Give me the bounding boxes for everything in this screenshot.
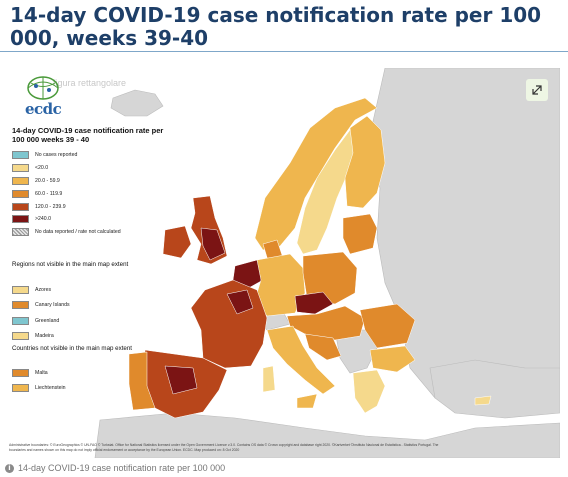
legend-swatch bbox=[12, 202, 29, 211]
map-figure: figura rettangolare ecdc 14-day COVID-19… bbox=[5, 68, 560, 458]
legend-swatch bbox=[12, 164, 29, 173]
legend-swatch bbox=[12, 215, 29, 224]
region-norway bbox=[254, 97, 378, 251]
regions-heading: Regions not visible in the main map exte… bbox=[12, 261, 129, 268]
regions-legend: Azores Canary Islands Greenland Madeira bbox=[12, 282, 70, 344]
region-cyprus bbox=[474, 395, 492, 406]
region-sicily bbox=[296, 393, 318, 409]
legend-item: No cases reported bbox=[12, 149, 172, 162]
region-bulgaria bbox=[369, 345, 416, 373]
title-divider bbox=[0, 51, 568, 52]
region-greece bbox=[352, 369, 386, 414]
region-finland bbox=[344, 115, 386, 209]
region-portugal bbox=[128, 351, 156, 411]
map-attribution: Administrative boundaries: © EuroGeograp… bbox=[9, 443, 439, 452]
info-icon[interactable]: i bbox=[5, 463, 14, 473]
legend-swatch bbox=[12, 176, 29, 185]
legend-swatch bbox=[12, 316, 29, 325]
legend-item: Liechtenstein bbox=[12, 381, 66, 397]
expand-icon bbox=[532, 85, 542, 95]
page-title: 14-day COVID-19 case notification rate p… bbox=[10, 3, 542, 50]
map-legend: 14-day COVID-19 case notification rate p… bbox=[12, 126, 172, 239]
region-france-paris bbox=[226, 289, 254, 315]
figure-caption: i 14-day COVID-19 case notification rate… bbox=[5, 461, 225, 475]
logo-text: ecdc bbox=[25, 100, 62, 118]
legend-item: Canary Islands bbox=[12, 298, 70, 314]
expand-button[interactable] bbox=[526, 79, 548, 101]
legend-swatch bbox=[12, 151, 29, 160]
legend-item: 60.0 - 119.9 bbox=[12, 187, 172, 200]
region-italy bbox=[266, 325, 336, 395]
region-czechia bbox=[294, 291, 334, 315]
legend-swatch-hatched bbox=[12, 228, 29, 237]
legend-title: 14-day COVID-19 case notification rate p… bbox=[12, 126, 164, 144]
region-germany bbox=[254, 253, 306, 317]
legend-swatch bbox=[12, 368, 29, 377]
land-africa bbox=[94, 412, 560, 458]
legend-item: No data reported / rate not calculated bbox=[12, 226, 172, 239]
region-uk-north bbox=[200, 227, 226, 261]
legend-swatch bbox=[12, 301, 29, 310]
legend-swatch bbox=[12, 384, 29, 393]
region-benelux bbox=[232, 259, 264, 291]
legend-item: Madeira bbox=[12, 329, 70, 345]
countries-heading: Countries not visible in the main map ex… bbox=[12, 345, 133, 352]
ghost-caption: figura rettangolare bbox=[53, 78, 127, 88]
legend-item: Azores bbox=[12, 282, 70, 298]
legend-rate-classes: No cases reported <20.0 20.0 - 59.9 60.0… bbox=[12, 149, 172, 239]
region-croatia-slovenia bbox=[304, 333, 342, 361]
countries-legend: Malta Liechtenstein bbox=[12, 365, 66, 396]
region-ireland bbox=[162, 225, 192, 259]
legend-item: 20.0 - 59.9 bbox=[12, 175, 172, 188]
ecdc-logo: ecdc bbox=[13, 72, 73, 120]
region-austria-slovakia-hungary bbox=[286, 305, 366, 341]
land-iceland bbox=[110, 89, 164, 117]
land-turkey bbox=[429, 359, 560, 419]
region-baltics bbox=[342, 213, 378, 255]
europe-map bbox=[5, 68, 560, 458]
region-poland bbox=[302, 251, 358, 305]
globe-icon bbox=[27, 76, 59, 100]
region-sardinia bbox=[262, 365, 276, 393]
legend-item: Greenland bbox=[12, 313, 70, 329]
legend-swatch bbox=[12, 332, 29, 341]
caption-text: 14-day COVID-19 case notification rate p… bbox=[18, 463, 226, 473]
legend-swatch bbox=[12, 189, 29, 198]
region-spain-madrid bbox=[164, 365, 198, 395]
legend-item: Malta bbox=[12, 365, 66, 381]
legend-swatch bbox=[12, 285, 29, 294]
legend-item: >240.0 bbox=[12, 213, 172, 226]
region-romania bbox=[359, 303, 416, 349]
legend-item: <20.0 bbox=[12, 162, 172, 175]
legend-item: 120.0 - 239.9 bbox=[12, 200, 172, 213]
